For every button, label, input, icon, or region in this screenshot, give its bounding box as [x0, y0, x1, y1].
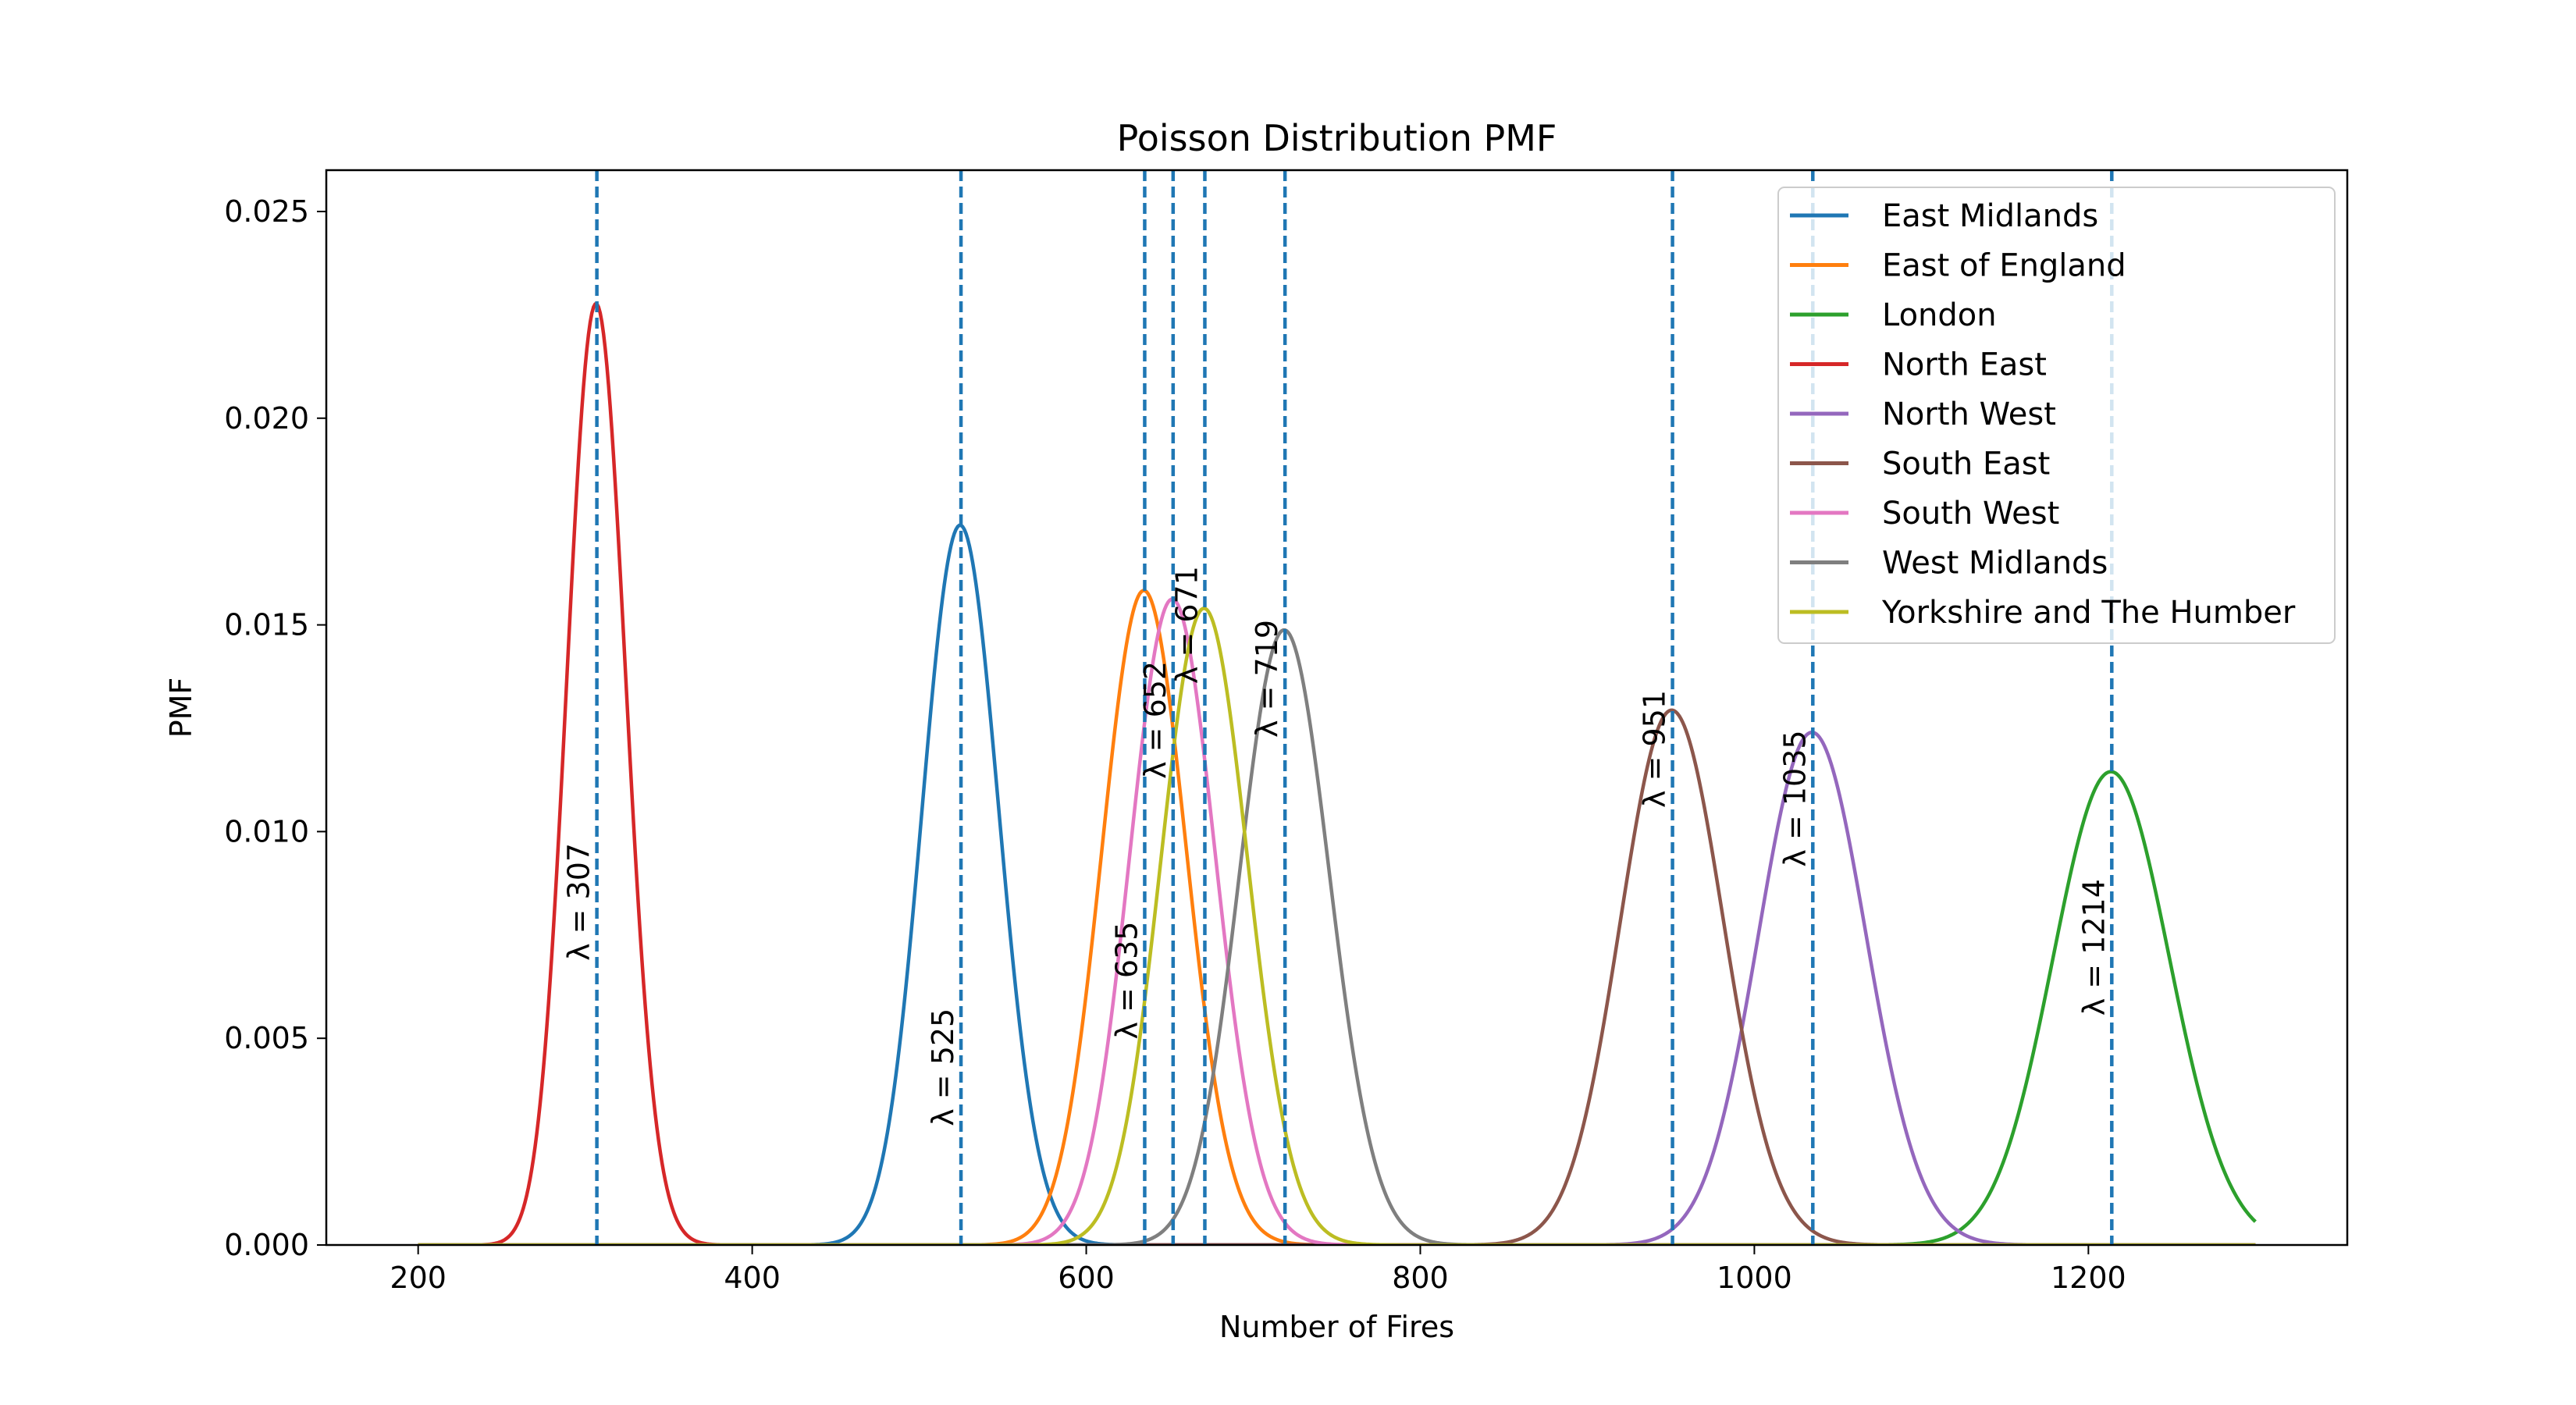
x-tick-label: 1000 [1717, 1261, 1792, 1295]
lambda-label-1214: λ = 1214 [2076, 879, 2111, 1016]
legend-box [1777, 187, 2336, 644]
lambda-label-652: λ = 652 [1138, 661, 1172, 779]
x-tick-label: 600 [1058, 1261, 1115, 1295]
lambda-label-1035: λ = 1035 [1777, 730, 1812, 866]
lambda-label-307: λ = 307 [562, 843, 596, 961]
legend-entry-label: East of England [1882, 248, 2126, 284]
y-axis-label: PMF [164, 678, 198, 738]
lambda-label-525: λ = 525 [926, 1008, 960, 1126]
y-tick-label: 0.025 [224, 194, 309, 229]
y-tick-label: 0.020 [224, 401, 309, 436]
y-axis-ticks: 0.000 0.005 0.010 0.015 0.020 0.025 [224, 194, 326, 1262]
series-line-north-west [418, 731, 2256, 1245]
series-line-yorkshire-and-the-humber [418, 606, 2256, 1245]
legend: East Midlands East of England London North … [1777, 187, 2336, 644]
lambda-label-635: λ = 635 [1109, 922, 1144, 1040]
x-axis-label: Number of Fires [1219, 1310, 1454, 1344]
x-tick-label: 200 [390, 1261, 447, 1295]
series-line-west-midlands [418, 628, 2256, 1245]
y-tick-label: 0.015 [224, 608, 309, 642]
lambda-label-671: λ = 671 [1169, 566, 1204, 684]
y-tick-label: 0.005 [224, 1021, 309, 1055]
chart-title: Poisson Distribution PMF [1117, 117, 1557, 159]
y-tick-label: 0.000 [224, 1228, 309, 1262]
legend-entry-label: Yorkshire and The Humber [1881, 595, 2296, 631]
legend-entry-label: East Midlands [1882, 198, 2098, 234]
y-tick-label: 0.010 [224, 814, 309, 848]
legend-entry-label: South West [1882, 496, 2059, 532]
lambda-label-951: λ = 951 [1638, 690, 1672, 808]
x-axis-ticks: 200 400 600 800 1000 1200 [390, 1245, 2126, 1295]
legend-entry-label: North East [1882, 347, 2047, 383]
legend-entry-label: West Midlands [1882, 546, 2108, 582]
lambda-vlines [595, 170, 2114, 1245]
legend-entry-label: North West [1882, 397, 2056, 432]
x-tick-label: 400 [724, 1261, 781, 1295]
x-tick-label: 1200 [2051, 1261, 2126, 1295]
plot-frame [325, 169, 2349, 1247]
x-tick-label: 800 [1392, 1261, 1449, 1295]
legend-entry-label: London [1882, 297, 1997, 333]
legend-entry-label: South East [1882, 446, 2050, 482]
lambda-label-719: λ = 719 [1250, 620, 1284, 738]
series-line-london [418, 770, 2257, 1245]
